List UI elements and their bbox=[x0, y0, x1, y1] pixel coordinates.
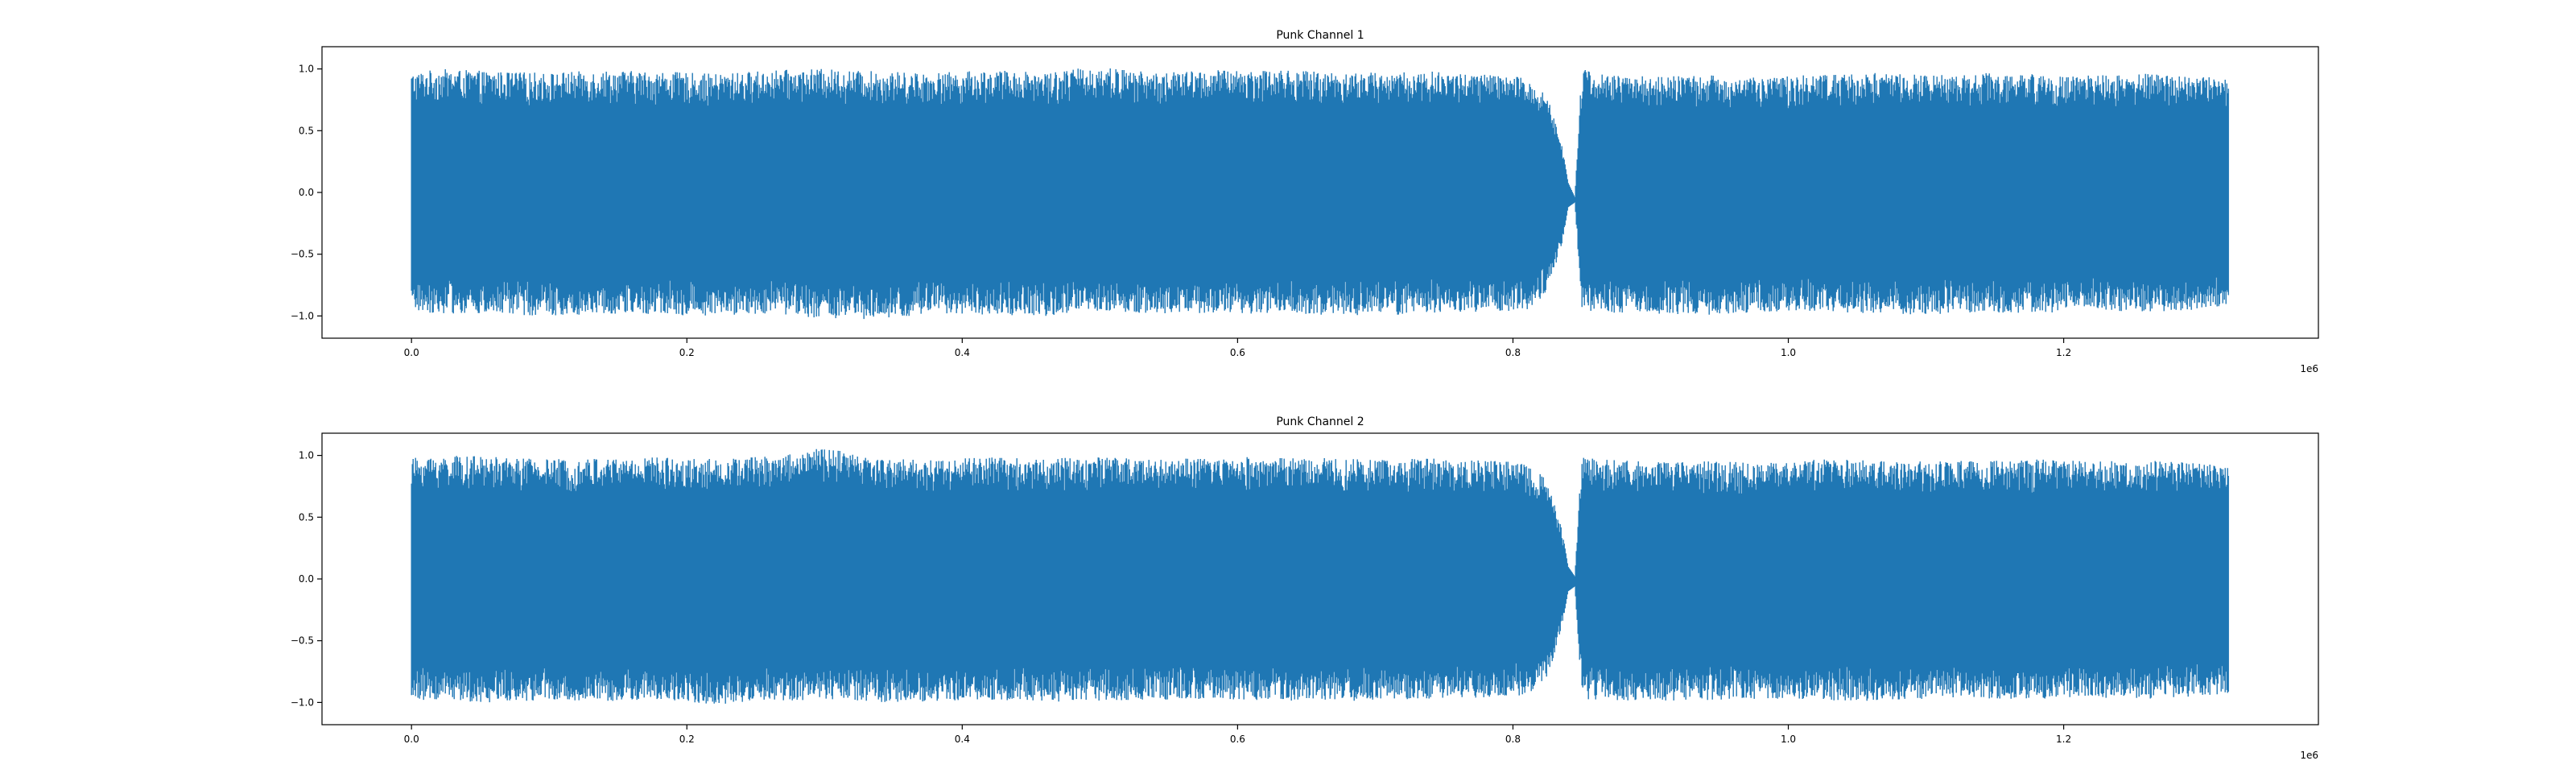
x-tick-label: 0.8 bbox=[1505, 347, 1521, 358]
y-tick-label: 0.5 bbox=[299, 125, 314, 136]
subplot-1-x-offset-label: 1e6 bbox=[2300, 363, 2318, 374]
x-tick-label: 0.0 bbox=[404, 347, 419, 358]
x-tick-label: 1.0 bbox=[1781, 347, 1796, 358]
waveform-series bbox=[411, 449, 2229, 704]
subplot-2-y-ticks: −1.0 −0.5 0.0 0.5 1.0 bbox=[291, 450, 322, 708]
x-tick-label: 1.0 bbox=[1781, 734, 1796, 745]
subplot-1-y-ticks: −1.0 −0.5 0.0 0.5 1.0 bbox=[291, 64, 322, 321]
subplot-2-waveform-area bbox=[411, 449, 2229, 704]
y-tick-label: −1.0 bbox=[291, 697, 314, 708]
y-tick-label: 0.0 bbox=[299, 187, 314, 198]
subplot-1-title: Punk Channel 1 bbox=[1276, 29, 1364, 42]
x-tick-label: 0.4 bbox=[955, 734, 970, 745]
y-tick-label: 0.0 bbox=[299, 573, 314, 585]
y-tick-label: 1.0 bbox=[299, 450, 314, 461]
x-tick-label: 0.4 bbox=[955, 347, 970, 358]
y-tick-label: 0.5 bbox=[299, 511, 314, 523]
subplot-2-x-offset-label: 1e6 bbox=[2300, 750, 2318, 761]
y-tick-label: 1.0 bbox=[299, 64, 314, 75]
subplot-1-waveform-area bbox=[411, 68, 2229, 320]
x-tick-label: 0.6 bbox=[1230, 734, 1245, 745]
x-tick-label: 0.8 bbox=[1505, 734, 1521, 745]
x-tick-label: 1.2 bbox=[2056, 734, 2071, 745]
subplot-1: 0.0 0.2 0.4 0.6 0.8 1.0 1.2 −1.0−0.50.00.51.0 … bbox=[291, 29, 2319, 374]
y-tick-label: −0.5 bbox=[291, 635, 314, 647]
waveform-series bbox=[411, 68, 2229, 320]
y-tick-label: −1.0 bbox=[291, 310, 314, 321]
y-tick-label: −0.5 bbox=[291, 249, 314, 260]
x-tick-label: 0.2 bbox=[679, 734, 695, 745]
x-tick-label: 1.2 bbox=[2056, 347, 2071, 358]
subplot-2-title: Punk Channel 2 bbox=[1276, 415, 1364, 428]
x-tick-label: 0.2 bbox=[679, 347, 695, 358]
x-tick-label: 0.0 bbox=[404, 734, 419, 745]
x-tick-label: 0.6 bbox=[1230, 347, 1245, 358]
subplot-2-x-ticks: 0.0 0.2 0.4 0.6 0.8 1.0 1.2 bbox=[404, 725, 2071, 745]
subplot-2: 0.0 0.2 0.4 0.6 0.8 1.0 1.2 −1.0−0.50.00.51.0 … bbox=[291, 415, 2319, 761]
subplot-1-x-ticks: 0.0 0.2 0.4 0.6 0.8 1.0 1.2 bbox=[404, 338, 2071, 358]
